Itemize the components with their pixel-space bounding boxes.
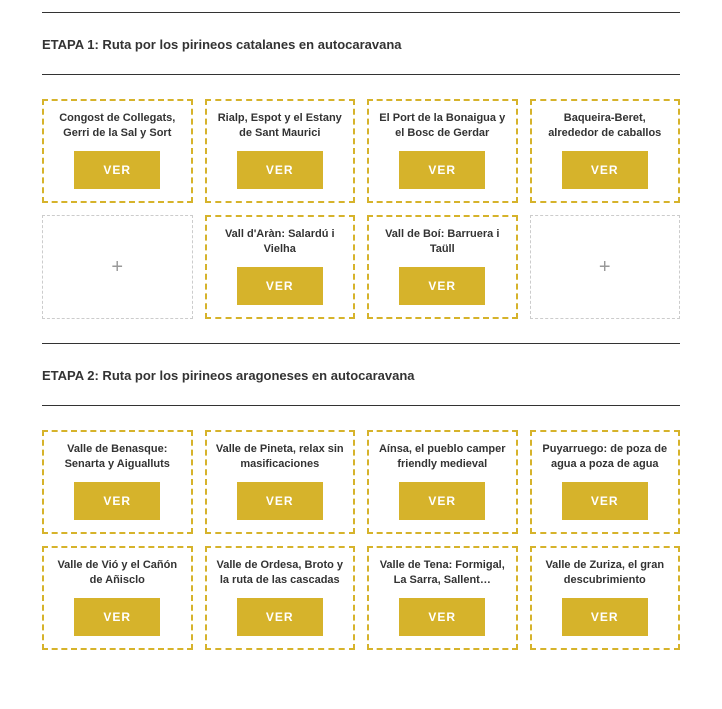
add-card[interactable]: + [42, 215, 193, 319]
card-title: Puyarruego: de poza de agua a poza de ag… [538, 442, 673, 472]
add-card[interactable]: + [530, 215, 681, 319]
view-button[interactable]: VER [399, 151, 485, 189]
view-button[interactable]: VER [237, 598, 323, 636]
route-card: El Port de la Bonaigua y el Bosc de Gerd… [367, 99, 518, 203]
route-card: Rialp, Espot y el Estany de Sant Maurici… [205, 99, 356, 203]
view-button[interactable]: VER [562, 482, 648, 520]
route-card: Valle de Zuriza, el gran descubrimiento V… [530, 546, 681, 650]
route-card: Valle de Vió y el Cañón de Añisclo VER [42, 546, 193, 650]
card-title: Vall de Boí: Barruera i Taüll [375, 227, 510, 257]
stage-title: ETAPA 1: Ruta por los pirineos catalanes… [42, 13, 680, 74]
view-button[interactable]: VER [74, 151, 160, 189]
card-title: Valle de Vió y el Cañón de Añisclo [50, 558, 185, 588]
view-button[interactable]: VER [74, 598, 160, 636]
view-button[interactable]: VER [399, 482, 485, 520]
stage-title: ETAPA 2: Ruta por los pirineos aragonese… [42, 344, 680, 405]
view-button[interactable]: VER [237, 267, 323, 305]
view-button[interactable]: VER [74, 482, 160, 520]
card-title: Valle de Tena: Formigal, La Sarra, Salle… [375, 558, 510, 588]
route-card: Vall de Boí: Barruera i Taüll VER [367, 215, 518, 319]
route-card: Puyarruego: de poza de agua a poza de ag… [530, 430, 681, 534]
plus-icon: + [111, 256, 123, 279]
card-title: Vall d'Aràn: Salardú i Vielha [213, 227, 348, 257]
view-button[interactable]: VER [237, 482, 323, 520]
card-title: Rialp, Espot y el Estany de Sant Maurici [213, 111, 348, 141]
card-title: Valle de Zuriza, el gran descubrimiento [538, 558, 673, 588]
view-button[interactable]: VER [237, 151, 323, 189]
card-title: Valle de Pineta, relax sin masificacione… [213, 442, 348, 472]
view-button[interactable]: VER [562, 598, 648, 636]
card-title: Valle de Benasque: Senarta y Aigualluts [50, 442, 185, 472]
card-title: Valle de Ordesa, Broto y la ruta de las … [213, 558, 348, 588]
plus-icon: + [599, 256, 611, 279]
route-card: Aínsa, el pueblo camper friendly medieva… [367, 430, 518, 534]
card-title: Baqueira-Beret, alrededor de caballos [538, 111, 673, 141]
view-button[interactable]: VER [399, 267, 485, 305]
card-title: El Port de la Bonaigua y el Bosc de Gerd… [375, 111, 510, 141]
route-card: Congost de Collegats, Gerri de la Sal y … [42, 99, 193, 203]
route-card: Valle de Tena: Formigal, La Sarra, Salle… [367, 546, 518, 650]
route-card: Baqueira-Beret, alrededor de caballos VER [530, 99, 681, 203]
card-title: Congost de Collegats, Gerri de la Sal y … [50, 111, 185, 141]
route-card: Valle de Pineta, relax sin masificacione… [205, 430, 356, 534]
card-title: Aínsa, el pueblo camper friendly medieva… [375, 442, 510, 472]
route-card: Valle de Benasque: Senarta y Aigualluts V… [42, 430, 193, 534]
view-button[interactable]: VER [562, 151, 648, 189]
route-card: Valle de Ordesa, Broto y la ruta de las … [205, 546, 356, 650]
card-grid: Congost de Collegats, Gerri de la Sal y … [42, 75, 680, 343]
route-card: Vall d'Aràn: Salardú i Vielha VER [205, 215, 356, 319]
card-grid: Valle de Benasque: Senarta y Aigualluts V… [42, 406, 680, 674]
view-button[interactable]: VER [399, 598, 485, 636]
